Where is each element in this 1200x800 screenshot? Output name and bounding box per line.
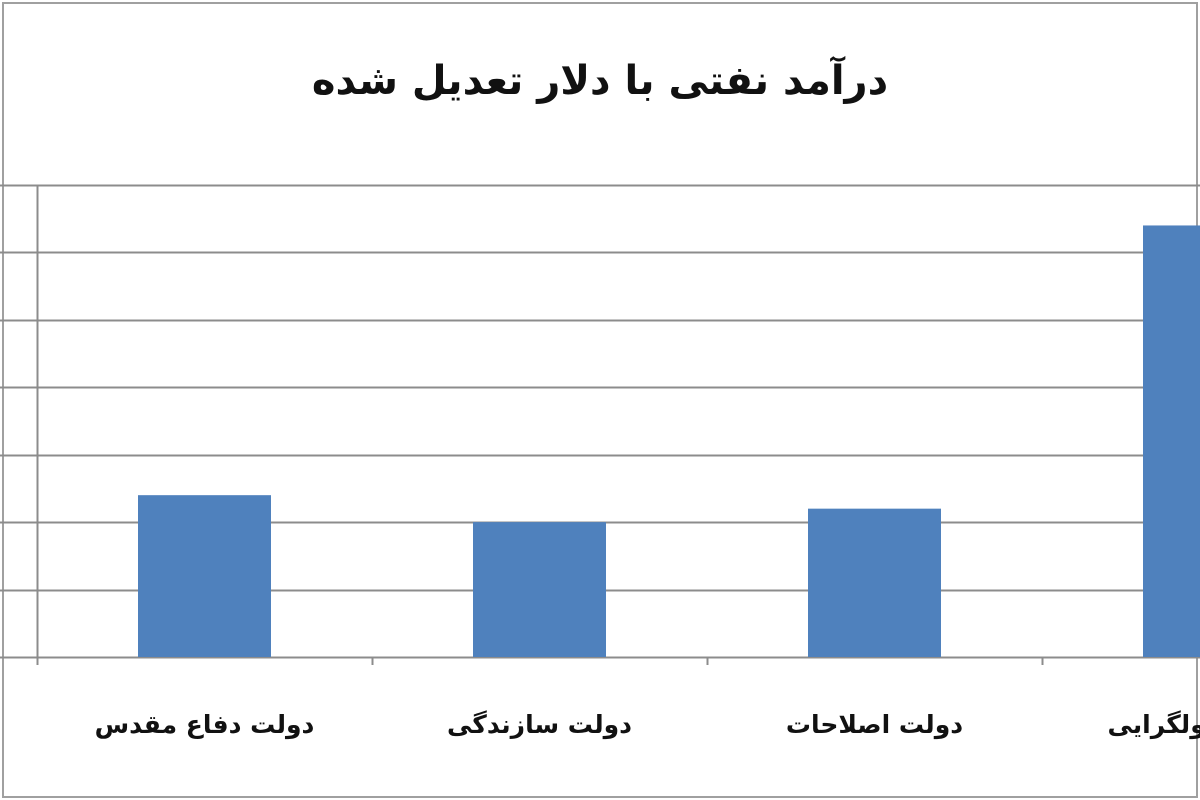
x-tick-label: دولت اصلاحات [786, 710, 963, 740]
chart-title: درآمد نفتی با دلار تعدیل شده [311, 58, 889, 104]
x-tick-label: دولت دفاع مقدس [95, 710, 315, 740]
bar [473, 522, 606, 657]
bars [138, 225, 1200, 657]
x-tick-label: دولت اصولگرایی [1107, 710, 1200, 740]
x-tick-label: دولت سازندگی [447, 710, 632, 740]
bar [808, 508, 941, 657]
category-labels: دولت دفاع مقدس دولت سازندگی دولت اصلاحات دو… [95, 710, 1200, 740]
gridlines [0, 184, 1200, 659]
bar [1143, 225, 1200, 657]
axes [36, 185, 1044, 665]
bar [138, 495, 271, 657]
